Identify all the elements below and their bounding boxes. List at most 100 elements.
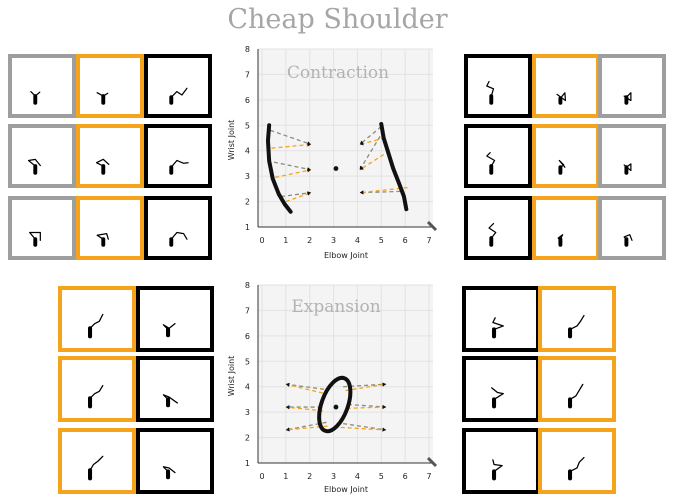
arm-links: [170, 87, 188, 98]
x-tick-label: 3: [331, 236, 336, 245]
dashed-arrow: [281, 192, 311, 198]
arm-pose: [568, 383, 584, 409]
y-tick-label: 1: [245, 223, 250, 232]
dashed-arrow: [343, 422, 387, 431]
arm-links: [488, 222, 497, 239]
dashed-arrow: [270, 129, 312, 145]
arm-links: [557, 234, 564, 243]
y-tick-label: 4: [245, 147, 250, 156]
arm-links: [29, 231, 41, 241]
arm-pose: [486, 152, 496, 175]
x-tick-label: 2: [307, 236, 312, 245]
dashed-arrow: [340, 426, 387, 431]
arm-links: [486, 152, 496, 167]
arm-links: [162, 466, 176, 474]
trajectory: [265, 123, 293, 214]
x-axis-label: Elbow Joint: [324, 485, 368, 494]
pose-tile: [58, 286, 136, 352]
figure-title: Cheap Shoulder: [227, 4, 448, 35]
pose-tile: [136, 428, 214, 494]
arm-pose: [27, 158, 41, 175]
y-tick-label: 2: [245, 434, 250, 443]
y-tick-label: 4: [245, 383, 250, 392]
x-tick-label: 1: [283, 236, 288, 245]
dashed-arrow: [359, 130, 385, 171]
arm-links: [162, 394, 178, 404]
pose-tile: [8, 54, 76, 118]
arm-links: [30, 90, 41, 97]
pose-tile: [532, 124, 600, 188]
arm-links: [89, 384, 104, 399]
pose-tile: [76, 196, 144, 260]
arm-pose: [488, 222, 497, 247]
arm-links: [569, 456, 585, 473]
pose-tile: [462, 428, 540, 494]
arm-links: [492, 317, 504, 331]
arm-pose: [30, 90, 41, 105]
pose-tile: [464, 54, 532, 118]
plot-annotation: Expansion: [291, 297, 380, 317]
pose-tile: [538, 428, 616, 494]
y-tick-label: 8: [245, 281, 250, 290]
arrow-head: [359, 166, 364, 170]
pose-tile: [598, 196, 666, 260]
arm-pose: [558, 159, 566, 175]
pose-tile: [144, 54, 212, 118]
pose-tile: [462, 286, 540, 352]
pose-tile: [136, 356, 214, 422]
y-tick-label: 7: [245, 70, 250, 79]
dashed-arrow: [359, 126, 382, 145]
y-tick-label: 7: [245, 306, 250, 315]
x-tick-label: 5: [379, 472, 384, 481]
arm-links: [623, 92, 632, 102]
y-tick-label: 3: [245, 172, 250, 181]
x-tick-label: 4: [355, 472, 360, 481]
arrow-head: [359, 141, 364, 146]
pose-tile: [136, 286, 214, 352]
dashed-arrow: [285, 192, 312, 203]
pose-tile: [76, 124, 144, 188]
arm-pose: [568, 456, 585, 481]
x-tick-label: 7: [426, 472, 431, 481]
x-tick-label: 3: [331, 472, 336, 481]
arm-links: [558, 159, 566, 168]
x-tick-label: 2: [307, 472, 312, 481]
arm-pose: [96, 232, 109, 247]
plot-pane: [258, 285, 433, 463]
y-tick-label: 8: [245, 45, 250, 54]
arm-links: [170, 159, 189, 168]
arm-pose: [491, 387, 504, 409]
arm-pose: [568, 314, 585, 339]
arm-links: [27, 158, 41, 167]
x-tick-label: 0: [259, 236, 264, 245]
pose-tile: [532, 196, 600, 260]
plot-pane: [258, 49, 433, 227]
pose-tile: [76, 54, 144, 118]
arm-pose: [169, 159, 189, 175]
arm-pose: [169, 87, 188, 105]
dashed-arrow: [285, 406, 323, 412]
pose-tile: [58, 428, 136, 494]
arm-links: [623, 163, 632, 172]
arrow-head: [382, 405, 387, 410]
y-axis-label: Wrist Joint: [227, 356, 236, 397]
dashed-arrow: [273, 161, 312, 171]
axis-corner: [426, 456, 438, 468]
arm-pose: [623, 92, 632, 105]
pose-tile: [144, 196, 212, 260]
arm-links: [162, 323, 176, 331]
x-tick-label: 4: [355, 236, 360, 245]
arm-links: [569, 383, 584, 401]
arm-pose: [623, 163, 632, 175]
arm-pose: [88, 455, 104, 481]
arm-pose: [623, 234, 633, 247]
pose-tile: [538, 286, 616, 352]
arm-links: [486, 80, 495, 97]
pose-tile: [144, 124, 212, 188]
pose-tile: [464, 196, 532, 260]
arm-links: [556, 92, 567, 102]
y-tick-label: 6: [245, 96, 250, 105]
